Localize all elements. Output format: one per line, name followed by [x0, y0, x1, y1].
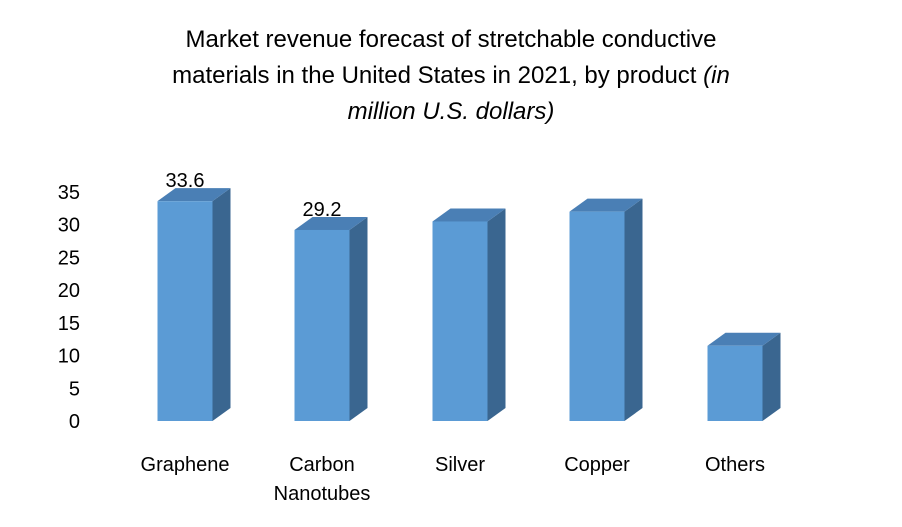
x-tick-label: Silver	[435, 454, 485, 476]
bar	[294, 229, 350, 421]
bar-top	[707, 332, 781, 346]
bar-top	[157, 188, 231, 202]
y-tick-label: 20	[58, 280, 80, 302]
bar-side	[212, 188, 231, 421]
title-line-2-text: materials in the United States in 2021, …	[172, 62, 697, 89]
y-tick-label: 35	[58, 182, 80, 204]
x-tick-label: Carbon	[289, 454, 355, 476]
y-tick-label: 5	[69, 378, 80, 400]
bar	[707, 345, 763, 421]
bar	[157, 201, 213, 421]
bar	[569, 211, 625, 421]
chart-title: Market revenue forecast of stretchable c…	[0, 22, 902, 130]
y-tick-label: 0	[69, 411, 80, 433]
title-line-2: materials in the United States in 2021, …	[0, 58, 902, 94]
title-line-3-italic: million U.S. dollars)	[347, 98, 555, 125]
bar	[432, 221, 488, 421]
bar-side	[762, 332, 781, 421]
bar-side	[624, 198, 643, 421]
x-tick-label: Nanotubes	[274, 483, 371, 505]
y-tick-label: 15	[58, 313, 80, 335]
y-tick-label: 25	[58, 247, 80, 269]
bar-top	[294, 216, 368, 230]
title-line-1: Market revenue forecast of stretchable c…	[185, 26, 717, 53]
data-label: 33.6	[166, 170, 205, 192]
x-tick-label: Others	[705, 454, 765, 476]
bar-side	[487, 208, 506, 421]
title-line-2-italic: (in	[703, 62, 730, 89]
bar-top	[432, 208, 506, 222]
bar-side	[349, 216, 368, 421]
y-tick-label: 30	[58, 215, 80, 237]
bar-top	[569, 198, 643, 212]
y-tick-label: 10	[58, 346, 80, 368]
x-tick-label: Copper	[564, 454, 630, 476]
data-label: 29.2	[303, 199, 342, 221]
title-line-3: million U.S. dollars)	[0, 94, 902, 130]
x-tick-label: Graphene	[141, 454, 230, 476]
